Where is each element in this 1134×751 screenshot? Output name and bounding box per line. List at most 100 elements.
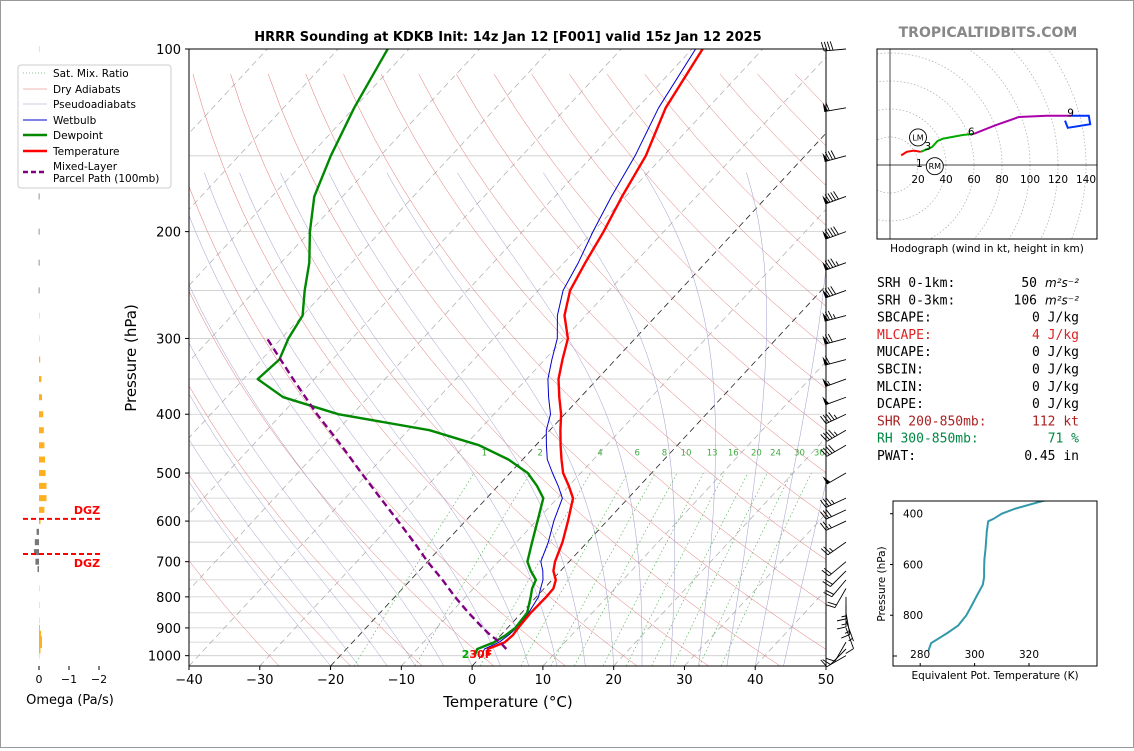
hodograph-tick-label: 40: [939, 174, 952, 186]
wind-barb: [820, 41, 847, 52]
wind-barb: [821, 561, 847, 577]
isotherm-line: [189, 49, 339, 210]
parcel-path-line: [266, 337, 508, 650]
dry-adiabat: [230, 74, 709, 666]
barb-feather: [824, 260, 831, 269]
x-tick-label: −40: [175, 673, 202, 688]
barb-feather: [822, 659, 831, 665]
omega-bar: [39, 442, 45, 449]
x-tick-label: −30: [246, 673, 273, 688]
isotherm-line: [684, 513, 826, 666]
hodograph-tick-label: 60: [967, 174, 980, 186]
barb-feather: [827, 193, 834, 202]
stat-label: SRH 0-1km:: [877, 276, 955, 291]
temperature-line: [486, 49, 704, 656]
hodograph-height-label: 3: [924, 141, 931, 153]
barb-feather: [836, 618, 847, 622]
isotherm-line: [189, 49, 410, 286]
wind-barb: [822, 150, 847, 162]
barb-staff: [830, 648, 847, 665]
mixing-ratio-line: [353, 472, 475, 666]
omega-bar: [39, 636, 42, 643]
stat-label: SRH 0-3km:: [877, 293, 955, 308]
mixing-ratio-label: 10: [681, 449, 692, 459]
mixing-ratio-label: 24: [770, 449, 781, 459]
dry-adiabat: [192, 74, 638, 666]
mixing-ratio-line: [651, 472, 749, 666]
thetae-xlabel: Equivalent Pot. Temperature (K): [911, 670, 1078, 682]
hodograph-marker-circle: [925, 157, 944, 176]
omega-bar: [39, 495, 47, 502]
mixing-ratio-labels: 1 2 4 6 8 10 13 16 20 24 30 36: [482, 449, 825, 459]
stat-value: 112 kt: [1032, 414, 1079, 429]
legend: Sat. Mix. Ratio Dry Adiabats Pseudoadiabat…: [17, 64, 172, 189]
barb-staff: [845, 627, 854, 649]
barb-staff: [834, 588, 847, 608]
dry-adiabat: [380, 73, 826, 560]
barb-half-feather: [841, 615, 847, 618]
omega-bar: [39, 356, 41, 363]
wind-barb: [822, 355, 847, 366]
thetae-panel: 280 300 320 400 600 800: [890, 501, 1049, 666]
barb-feather: [824, 229, 831, 238]
barb-feather: [830, 192, 837, 201]
moist-adiabat: [189, 214, 473, 666]
chart-title: HRRR Sounding at KDKB Init: 14z Jan 12 […: [254, 30, 761, 45]
y-tick-label: 1000: [148, 650, 181, 665]
hodograph-rings: [877, 49, 1097, 239]
surface-dewpoint-digit: 2: [462, 648, 470, 661]
barb-feather: [822, 414, 830, 423]
dry-adiabat: [189, 474, 351, 666]
mixing-ratio-label: 30: [794, 449, 805, 459]
barb-feather: [820, 415, 827, 424]
hodograph-marker-circle: [909, 128, 927, 147]
x-tick-label: 0: [468, 673, 476, 688]
isotherm-line: [189, 49, 622, 515]
hodograph-segment: [900, 149, 921, 157]
barb-feather: [845, 648, 854, 654]
barb-staff: [825, 497, 847, 508]
omega-bar: [39, 647, 41, 654]
omega-bar: [39, 617, 40, 624]
barb-flag: [822, 261, 830, 271]
legend-label: Mixed-Layer: [53, 161, 118, 173]
hodograph-tick-label: 140: [1076, 174, 1096, 186]
stat-label: MLCIN:: [877, 380, 924, 395]
stat-label: RH 300-850mb:: [877, 432, 979, 447]
hodograph-marker-label: LM: [912, 133, 923, 142]
omega-bar: [39, 585, 40, 592]
omega-bar: [39, 335, 40, 342]
barb-feather: [823, 592, 833, 598]
barb-feather: [827, 151, 833, 160]
stat-value: 0 J/kg: [1032, 363, 1079, 378]
hodograph-segment: [920, 132, 975, 153]
moist-adiabat: [189, 481, 331, 666]
barb-feather: [822, 498, 830, 507]
hodograph-frame: [876, 48, 1098, 240]
omega-tick-label: 0: [36, 673, 43, 686]
barb-feather: [820, 41, 825, 52]
wind-barb: [836, 604, 847, 630]
hodograph-marker-label: RM: [929, 162, 942, 171]
hodograph-segment: [973, 114, 1072, 135]
wind-barb: [822, 570, 847, 587]
wind-barb: [820, 509, 847, 520]
wind-barb: [820, 412, 847, 424]
mixing-ratio-label: 20: [751, 449, 762, 459]
barb-staff: [845, 620, 854, 642]
moist-adiabat: [754, 265, 826, 666]
y-tick-label: 900: [156, 622, 181, 637]
omega-xlabel: Omega (Pa/s): [26, 693, 114, 708]
moist-adiabat: [239, 172, 529, 666]
barb-flag: [822, 312, 829, 322]
thetae-y-tick-label: 400: [903, 509, 923, 521]
barb-feather: [825, 102, 830, 111]
dry-adiabat: [456, 73, 826, 474]
moist-adiabat: [204, 172, 501, 666]
omega-bar: [39, 518, 41, 525]
mixing-ratio-label: 13: [707, 449, 718, 459]
legend-box: [17, 64, 172, 189]
y-tick-label: 300: [156, 332, 181, 347]
omega-bar: [39, 46, 40, 52]
